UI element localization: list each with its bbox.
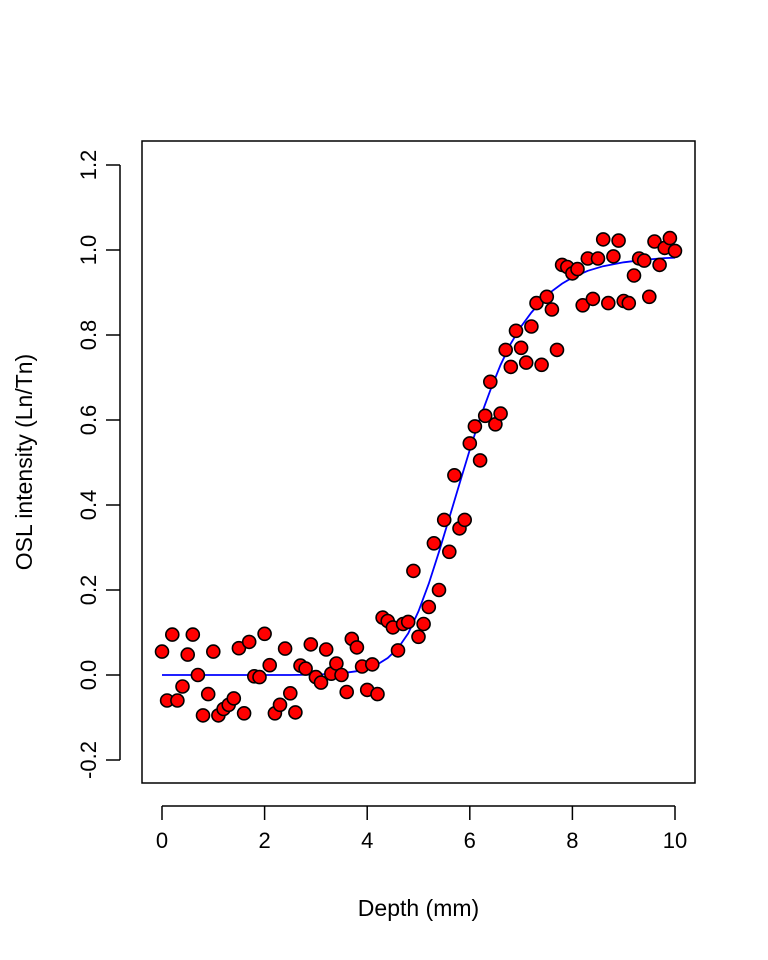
data-point (641, 289, 657, 305)
data-point (241, 634, 257, 650)
plot-frame (141, 140, 696, 784)
data-point (462, 436, 478, 451)
y-tick-label: 1.0 (76, 235, 101, 266)
data-point (272, 697, 288, 713)
data-point (544, 302, 560, 317)
data-point (508, 323, 524, 339)
data-point (498, 342, 514, 358)
y-tick-label: 0.6 (76, 405, 101, 436)
data-point (636, 253, 652, 268)
x-axis: 0 2 4 6 8 10 (156, 805, 687, 853)
x-tick-label: 8 (566, 828, 578, 853)
data-point (277, 641, 293, 656)
data-point (257, 626, 272, 642)
data-point (236, 705, 252, 721)
data-point (406, 563, 421, 579)
data-point (647, 234, 662, 249)
data-point (262, 657, 278, 673)
data-point (457, 512, 473, 528)
data-point (400, 614, 416, 630)
data-point (175, 679, 190, 694)
data-point (390, 643, 406, 658)
data-point (288, 705, 303, 720)
data-points-layer (154, 230, 683, 723)
y-tick-label: 0.2 (76, 575, 101, 606)
x-tick-label: 10 (663, 828, 687, 853)
data-point (524, 319, 539, 334)
data-point (467, 419, 483, 434)
data-point (185, 627, 201, 642)
data-point (226, 691, 242, 706)
data-point (626, 268, 642, 283)
data-point (667, 243, 683, 259)
data-point (441, 544, 457, 560)
data-point (482, 374, 498, 390)
data-point (334, 667, 349, 683)
data-point (472, 453, 488, 468)
y-axis: -0.2 0.0 0.2 0.4 0.6 0.8 1.0 1.2 (76, 150, 121, 779)
data-point (195, 708, 211, 723)
data-point (349, 640, 365, 655)
fitted-curve (162, 256, 676, 676)
y-tick-label: 0.4 (76, 490, 101, 521)
data-point (477, 408, 493, 424)
data-point (364, 657, 380, 672)
data-point (590, 251, 606, 266)
y-tick-label: 1.2 (76, 150, 101, 181)
data-point (529, 295, 544, 311)
data-point (431, 582, 447, 598)
data-point (662, 230, 678, 246)
data-point (513, 340, 529, 356)
data-point (503, 359, 519, 375)
data-point (282, 685, 298, 701)
data-point (585, 291, 601, 307)
data-point (539, 289, 555, 305)
data-point (575, 297, 591, 313)
data-point (570, 261, 585, 277)
data-point (154, 644, 170, 659)
data-point (621, 295, 637, 311)
data-point (606, 249, 621, 264)
x-tick-label: 2 (258, 828, 270, 853)
data-point (534, 357, 549, 373)
y-tick-label: 0.0 (76, 660, 101, 691)
y-tick-label: -0.2 (76, 741, 101, 779)
data-point (200, 686, 216, 702)
data-point (313, 675, 329, 690)
data-point (447, 467, 462, 483)
y-tick-label: 0.8 (76, 320, 101, 351)
data-point (611, 233, 626, 248)
y-axis-title: OSL intensity (Ln/Tn) (11, 354, 37, 570)
data-point (252, 669, 267, 685)
data-point (549, 342, 565, 358)
data-point (426, 535, 442, 551)
data-point (416, 616, 431, 632)
data-point (231, 640, 247, 656)
data-point (436, 512, 452, 528)
x-tick-label: 4 (361, 828, 373, 853)
data-point (518, 355, 534, 370)
data-point (339, 684, 355, 700)
data-point (652, 257, 667, 273)
x-tick-label: 0 (156, 828, 168, 853)
data-point (370, 686, 385, 702)
data-point (595, 232, 611, 247)
data-point (190, 667, 206, 683)
data-point (303, 637, 319, 652)
x-tick-label: 6 (464, 828, 476, 853)
data-point (318, 642, 334, 657)
data-point (421, 599, 437, 615)
data-point (165, 627, 180, 642)
data-point (493, 406, 508, 421)
fitted-curve-layer (162, 256, 676, 676)
data-point (298, 661, 313, 676)
data-point (170, 693, 185, 708)
data-point (206, 644, 221, 659)
data-point (600, 295, 616, 311)
data-point (411, 629, 426, 645)
x-axis-title: Depth (mm) (358, 895, 479, 921)
data-point (180, 647, 195, 662)
